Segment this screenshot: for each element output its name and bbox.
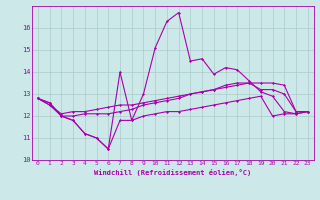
X-axis label: Windchill (Refroidissement éolien,°C): Windchill (Refroidissement éolien,°C) [94, 169, 252, 176]
